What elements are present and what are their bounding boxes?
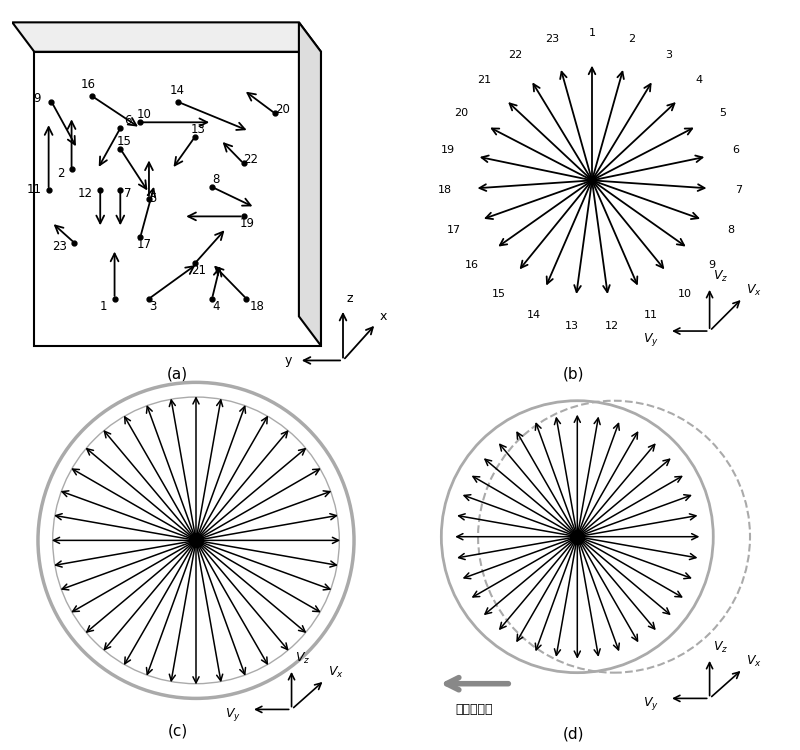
Text: 11: 11	[26, 184, 42, 196]
Text: 15: 15	[117, 135, 131, 148]
Text: 2: 2	[57, 166, 64, 179]
Text: 10: 10	[137, 109, 151, 122]
Text: 17: 17	[446, 224, 461, 235]
Text: 1: 1	[100, 299, 107, 313]
Text: 4: 4	[212, 299, 219, 313]
Text: 3: 3	[665, 50, 672, 60]
Text: 6: 6	[124, 114, 131, 128]
Text: 23: 23	[52, 240, 67, 253]
Text: 14: 14	[170, 84, 185, 98]
Text: $V_x$: $V_x$	[746, 284, 762, 298]
Text: 20: 20	[454, 108, 469, 118]
Text: 5: 5	[719, 108, 726, 118]
Text: 6: 6	[733, 146, 739, 155]
Text: $V_x$: $V_x$	[328, 665, 344, 680]
Text: $V_z$: $V_z$	[714, 640, 729, 655]
Text: 13: 13	[565, 321, 579, 331]
Polygon shape	[299, 22, 321, 346]
Text: 19: 19	[240, 217, 254, 230]
Text: 21: 21	[191, 264, 206, 278]
Text: $V_y$: $V_y$	[643, 332, 659, 348]
Text: 7: 7	[735, 185, 742, 196]
Text: 1: 1	[589, 28, 595, 38]
Text: 20: 20	[275, 104, 290, 116]
Text: 9: 9	[709, 260, 716, 270]
Text: 8: 8	[212, 173, 219, 186]
Text: 8: 8	[727, 224, 734, 235]
Text: 18: 18	[438, 185, 453, 196]
Text: 4: 4	[696, 75, 703, 85]
Text: 22: 22	[509, 50, 522, 60]
Text: 12: 12	[78, 187, 93, 200]
Polygon shape	[34, 52, 321, 346]
Text: 3: 3	[149, 299, 156, 313]
Text: x: x	[380, 310, 387, 323]
Text: 13: 13	[191, 123, 206, 136]
Text: (b): (b)	[563, 367, 584, 382]
Text: 19: 19	[441, 146, 455, 155]
Text: 10: 10	[678, 290, 692, 299]
Text: $V_y$: $V_y$	[226, 706, 242, 723]
Text: $V_x$: $V_x$	[746, 654, 762, 670]
Text: 16: 16	[81, 78, 95, 92]
Text: 2: 2	[628, 34, 635, 44]
Text: 12: 12	[605, 321, 619, 331]
Text: 18: 18	[250, 299, 265, 313]
Text: y: y	[284, 354, 291, 368]
Text: (c): (c)	[167, 723, 188, 738]
Text: 電子の流れ: 電子の流れ	[456, 703, 493, 716]
Text: 15: 15	[492, 290, 506, 299]
Text: 7: 7	[124, 187, 131, 200]
Text: 17: 17	[137, 238, 151, 250]
Text: $V_z$: $V_z$	[714, 268, 729, 284]
Text: z: z	[346, 292, 353, 304]
Text: 23: 23	[546, 34, 559, 44]
Text: 16: 16	[465, 260, 479, 270]
Text: 22: 22	[243, 153, 258, 166]
Text: (a): (a)	[167, 367, 188, 382]
Text: 14: 14	[526, 310, 541, 320]
Text: 11: 11	[643, 310, 658, 320]
Text: 9: 9	[33, 92, 41, 104]
Text: $V_y$: $V_y$	[643, 694, 659, 712]
Text: 5: 5	[149, 192, 156, 206]
Polygon shape	[12, 22, 321, 52]
Text: 21: 21	[478, 75, 492, 85]
Text: $V_z$: $V_z$	[295, 651, 310, 666]
Text: (d): (d)	[563, 727, 584, 742]
